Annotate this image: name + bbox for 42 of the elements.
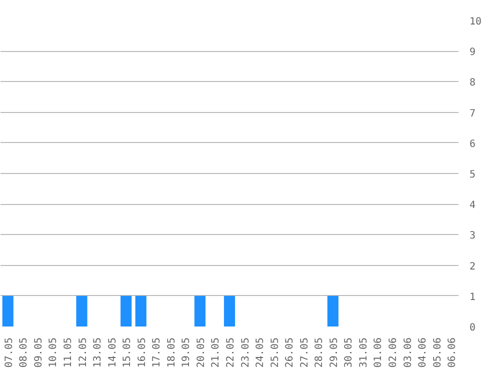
- y-tick-label: 10: [470, 16, 482, 28]
- x-tick-label: 09.05: [33, 337, 44, 368]
- x-tick-label: 02.06: [388, 337, 400, 368]
- y-tick-label: 8: [470, 78, 476, 89]
- y-tick-label: 4: [470, 200, 476, 212]
- x-tick-label: 05.06: [432, 337, 444, 368]
- x-tick-label: 06.06: [447, 337, 458, 368]
- x-tick-label: 08.05: [18, 337, 30, 368]
- x-tick-label: 20.05: [196, 337, 207, 368]
- x-tick-label: 22.05: [226, 337, 236, 368]
- y-tick-label: 9: [470, 47, 476, 58]
- x-tick-label: 03.06: [402, 337, 414, 368]
- y-tick-label: 7: [470, 108, 476, 120]
- y-tick-label: 0: [470, 322, 476, 334]
- x-tick-label: 24.05: [255, 337, 266, 368]
- x-tick-label: 23.05: [240, 337, 252, 368]
- x-tick-label: 25.05: [270, 337, 281, 368]
- x-tick-label: 11.05: [62, 337, 74, 368]
- x-tick-label: 07.05: [4, 337, 15, 368]
- x-tick-label: 26.05: [284, 337, 296, 368]
- x-tick-label: 28.05: [314, 337, 326, 368]
- x-tick-label: 21.05: [210, 337, 222, 368]
- x-tick-label: 16.05: [136, 337, 148, 368]
- x-tick-label: 14.05: [107, 337, 118, 368]
- y-tick-label: 1: [470, 292, 476, 303]
- x-tick-label: 10.05: [48, 337, 60, 368]
- y-tick-label: 5: [470, 170, 476, 180]
- x-tick-label: 27.05: [299, 337, 310, 368]
- x-tick-label: 12.05: [78, 337, 89, 368]
- x-tick-label: 19.05: [181, 337, 192, 368]
- y-tick-label: 6: [470, 138, 476, 150]
- x-tick-label: 31.05: [358, 337, 370, 368]
- y-tick-label: 2: [470, 261, 476, 272]
- x-tick-label: 17.05: [152, 337, 163, 368]
- x-tick-label: 30.05: [344, 337, 355, 368]
- x-tick-label: 04.06: [418, 337, 429, 368]
- x-tick-label: 01.06: [373, 337, 384, 368]
- x-tick-label: 13.05: [92, 337, 104, 368]
- x-tick-label: 18.05: [166, 337, 178, 368]
- x-tick-label: 29.05: [328, 337, 340, 368]
- x-tick-label: 15.05: [122, 337, 134, 368]
- y-tick-label: 3: [470, 230, 476, 242]
